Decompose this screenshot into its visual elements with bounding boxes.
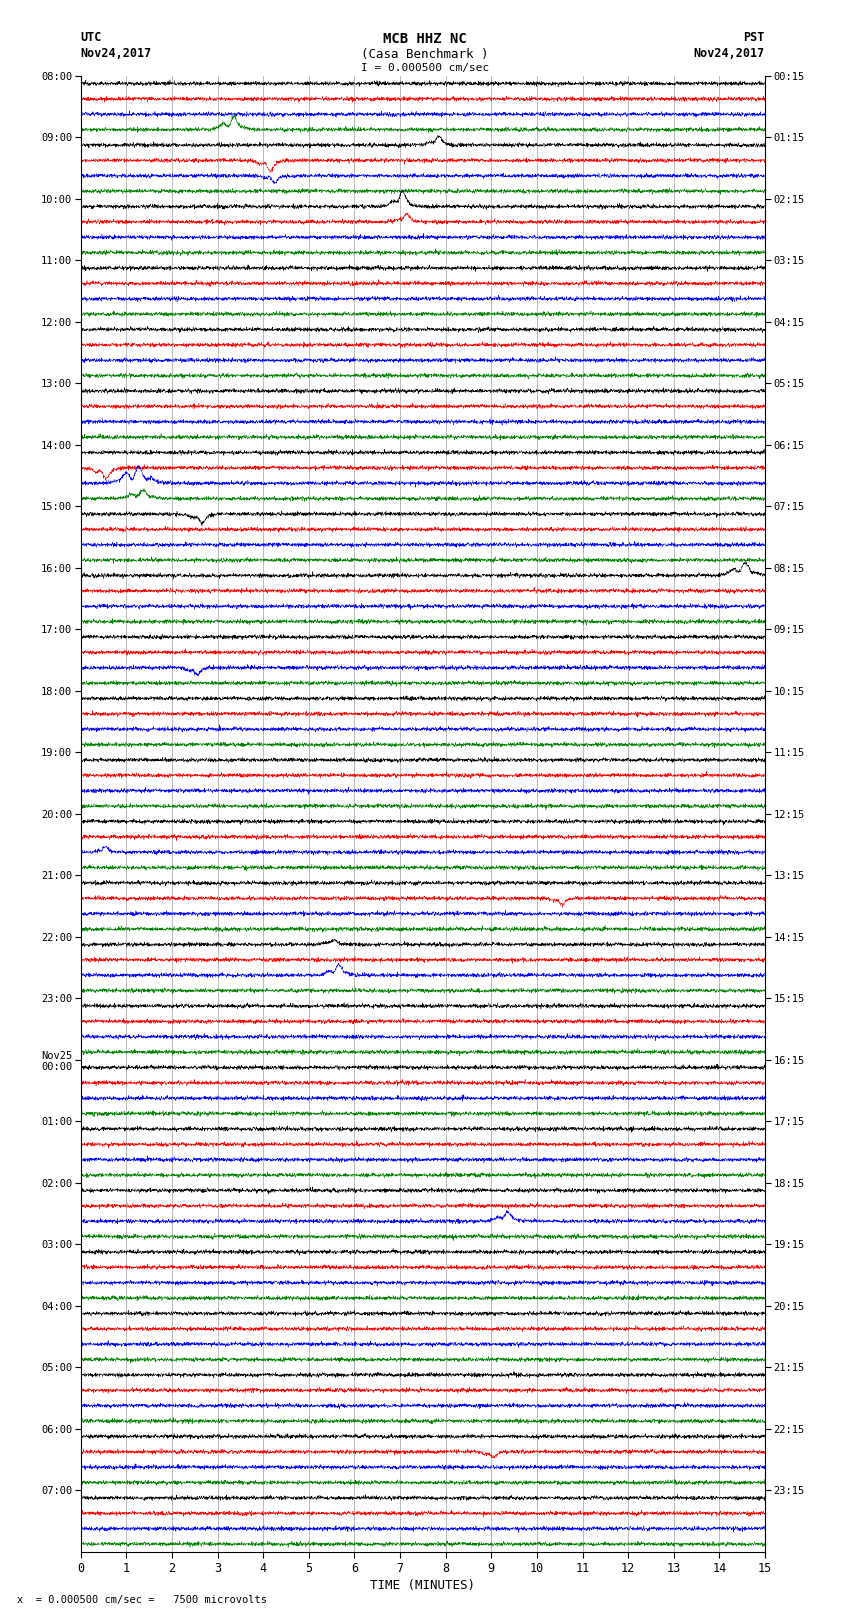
Text: MCB HHZ NC: MCB HHZ NC [383, 32, 467, 47]
Text: (Casa Benchmark ): (Casa Benchmark ) [361, 48, 489, 61]
Text: Nov24,2017: Nov24,2017 [81, 47, 152, 60]
Text: PST: PST [744, 31, 765, 44]
Text: UTC: UTC [81, 31, 102, 44]
Text: Nov24,2017: Nov24,2017 [694, 47, 765, 60]
Text: I = 0.000500 cm/sec: I = 0.000500 cm/sec [361, 63, 489, 73]
Text: x  = 0.000500 cm/sec =   7500 microvolts: x = 0.000500 cm/sec = 7500 microvolts [17, 1595, 267, 1605]
X-axis label: TIME (MINUTES): TIME (MINUTES) [371, 1579, 475, 1592]
